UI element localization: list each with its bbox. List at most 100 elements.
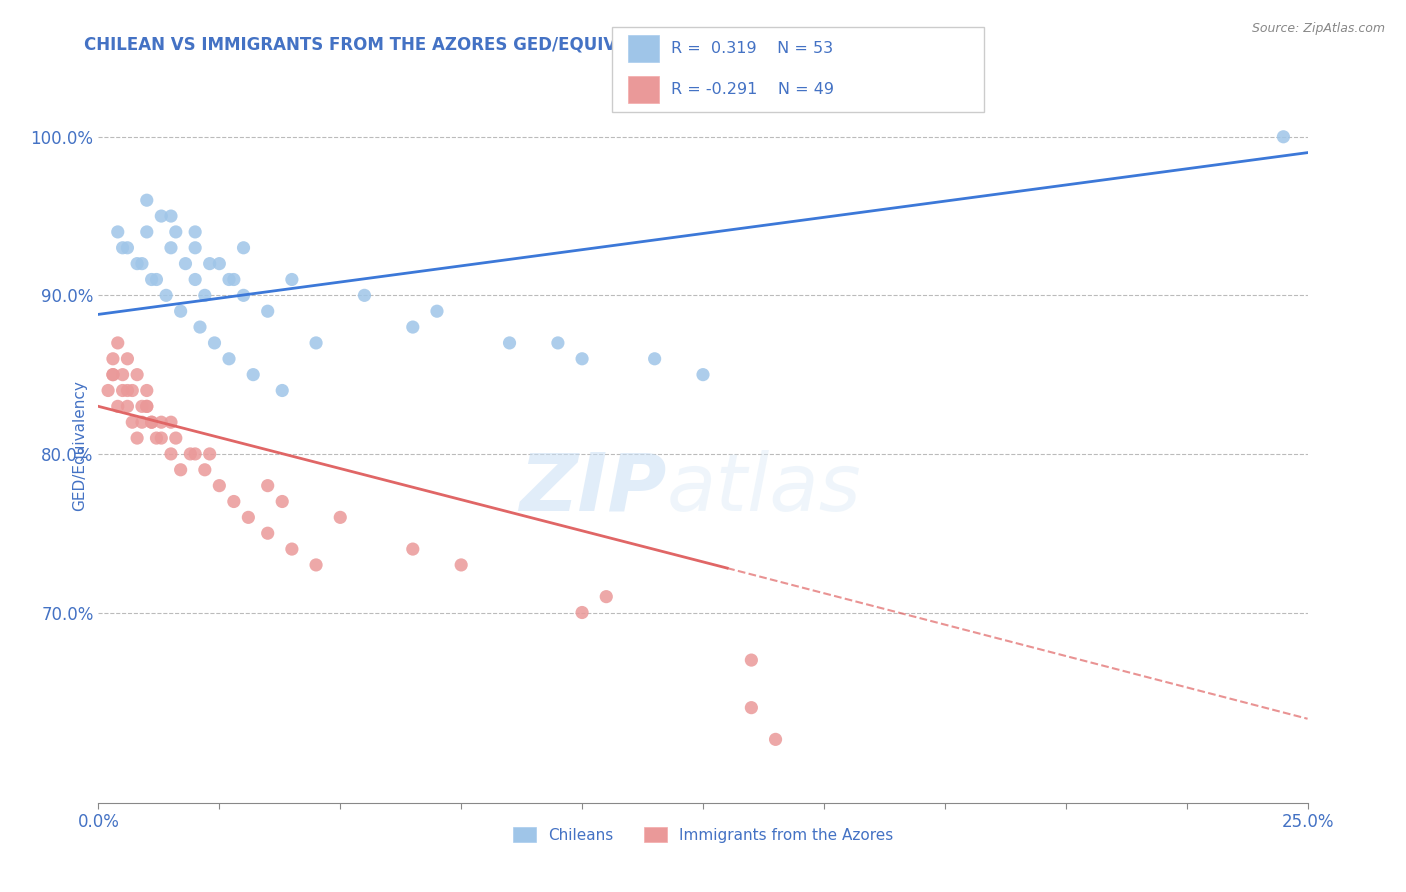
Point bbox=[194, 288, 217, 302]
Point bbox=[145, 272, 167, 286]
Point bbox=[155, 288, 177, 302]
Point bbox=[165, 225, 187, 239]
Point bbox=[127, 431, 149, 445]
Point bbox=[426, 304, 449, 318]
Point bbox=[135, 225, 157, 239]
Point bbox=[218, 351, 240, 366]
Point bbox=[204, 335, 226, 350]
Point bbox=[184, 225, 207, 239]
Point bbox=[131, 257, 153, 271]
Point bbox=[117, 351, 139, 366]
Point bbox=[184, 241, 207, 255]
Point bbox=[111, 384, 134, 398]
Point bbox=[450, 558, 472, 572]
Point bbox=[238, 510, 260, 524]
Point bbox=[121, 384, 143, 398]
Point bbox=[107, 335, 129, 350]
Point bbox=[131, 415, 153, 429]
Point bbox=[222, 272, 245, 286]
Point bbox=[160, 447, 183, 461]
Point bbox=[242, 368, 264, 382]
Point bbox=[127, 368, 149, 382]
Point bbox=[595, 590, 617, 604]
Point bbox=[547, 335, 569, 350]
Point bbox=[135, 193, 157, 207]
Point bbox=[256, 478, 278, 492]
Legend: Chileans, Immigrants from the Azores: Chileans, Immigrants from the Azores bbox=[506, 821, 900, 848]
Point bbox=[256, 526, 278, 541]
Point bbox=[194, 463, 217, 477]
Point bbox=[571, 606, 593, 620]
Point bbox=[184, 272, 207, 286]
Point bbox=[165, 431, 187, 445]
Point bbox=[179, 447, 201, 461]
Point bbox=[135, 384, 157, 398]
Point bbox=[305, 558, 328, 572]
Point bbox=[174, 257, 197, 271]
Point bbox=[101, 351, 124, 366]
Point bbox=[127, 257, 149, 271]
Text: CHILEAN VS IMMIGRANTS FROM THE AZORES GED/EQUIVALENCY CORRELATION CHART: CHILEAN VS IMMIGRANTS FROM THE AZORES GE… bbox=[84, 36, 894, 54]
Point bbox=[117, 400, 139, 414]
Point bbox=[111, 241, 134, 255]
Point bbox=[644, 351, 666, 366]
Point bbox=[692, 368, 714, 382]
Point bbox=[218, 272, 240, 286]
Point bbox=[117, 241, 139, 255]
Point bbox=[498, 335, 520, 350]
Point bbox=[150, 209, 173, 223]
Point bbox=[101, 368, 124, 382]
Text: atlas: atlas bbox=[666, 450, 862, 528]
Point bbox=[121, 415, 143, 429]
Point bbox=[135, 400, 157, 414]
Point bbox=[329, 510, 352, 524]
Point bbox=[141, 272, 163, 286]
Point bbox=[141, 415, 163, 429]
Point bbox=[256, 304, 278, 318]
Point bbox=[232, 241, 254, 255]
Point bbox=[740, 700, 762, 714]
Point bbox=[141, 415, 163, 429]
Point bbox=[101, 368, 124, 382]
Point bbox=[281, 272, 304, 286]
Point bbox=[198, 447, 221, 461]
Point bbox=[107, 400, 129, 414]
Point bbox=[169, 463, 191, 477]
Point bbox=[740, 653, 762, 667]
Point bbox=[150, 415, 173, 429]
Point bbox=[232, 288, 254, 302]
Point bbox=[97, 384, 120, 398]
Point bbox=[208, 478, 231, 492]
Point bbox=[150, 431, 173, 445]
Point bbox=[160, 241, 183, 255]
Point bbox=[160, 209, 183, 223]
Point bbox=[160, 415, 183, 429]
Point bbox=[281, 542, 304, 557]
Text: ZIP: ZIP bbox=[519, 450, 666, 528]
Y-axis label: GED/Equivalency: GED/Equivalency bbox=[72, 381, 87, 511]
Point bbox=[117, 384, 139, 398]
Point bbox=[107, 225, 129, 239]
Point bbox=[271, 384, 294, 398]
Point bbox=[402, 542, 425, 557]
Point bbox=[1272, 129, 1295, 144]
Point bbox=[111, 368, 134, 382]
Text: R = -0.291    N = 49: R = -0.291 N = 49 bbox=[671, 82, 834, 96]
Point bbox=[305, 335, 328, 350]
Point bbox=[208, 257, 231, 271]
Point bbox=[188, 320, 211, 334]
Point bbox=[271, 494, 294, 508]
Point bbox=[765, 732, 787, 747]
Point bbox=[198, 257, 221, 271]
Point bbox=[222, 494, 245, 508]
Text: R =  0.319    N = 53: R = 0.319 N = 53 bbox=[671, 41, 832, 56]
Point bbox=[145, 431, 167, 445]
Point bbox=[402, 320, 425, 334]
Point bbox=[131, 400, 153, 414]
Point bbox=[184, 447, 207, 461]
Text: Source: ZipAtlas.com: Source: ZipAtlas.com bbox=[1251, 22, 1385, 36]
Point bbox=[169, 304, 191, 318]
Point bbox=[135, 400, 157, 414]
Point bbox=[353, 288, 375, 302]
Point bbox=[571, 351, 593, 366]
